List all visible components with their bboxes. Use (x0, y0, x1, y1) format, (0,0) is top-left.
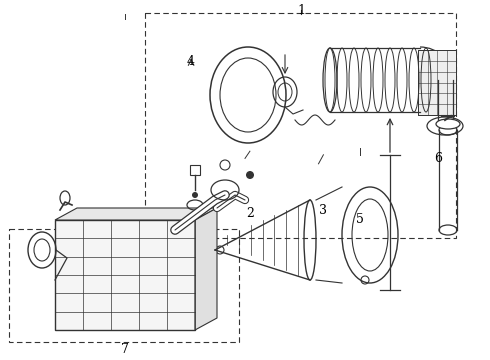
Polygon shape (195, 208, 217, 330)
Circle shape (361, 276, 369, 284)
Text: 7: 7 (121, 343, 129, 356)
Text: 6: 6 (435, 152, 442, 165)
Bar (9, 229, 239, 342)
Ellipse shape (436, 119, 460, 129)
Circle shape (220, 160, 230, 170)
Text: 1: 1 (297, 4, 305, 17)
Text: 4: 4 (187, 55, 195, 68)
Circle shape (192, 192, 198, 198)
Bar (55, 220, 195, 330)
Polygon shape (55, 208, 217, 220)
Text: 2: 2 (246, 207, 254, 220)
Circle shape (216, 246, 224, 254)
Text: 3: 3 (319, 204, 327, 217)
Text: 5: 5 (356, 213, 364, 226)
Bar (418, 50, 456, 115)
Bar (145, 13, 456, 238)
Circle shape (246, 171, 254, 179)
Bar (190, 165, 200, 175)
